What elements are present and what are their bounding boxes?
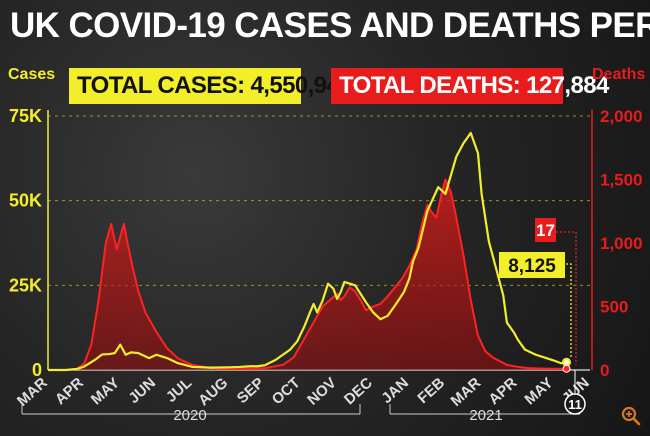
y-right-tick-label: 0 [600,361,609,380]
year-label-2020: 2020 [173,407,206,424]
deaths-axis-title: Deaths [592,66,646,83]
x-tick-label: JUL [163,374,195,406]
total-cases-badge: TOTAL CASES: 4,550,944 [69,68,353,104]
y-right-tick-label: 500 [600,298,628,317]
x-tick-label: MAY [88,374,123,408]
cases-callout-leader [566,263,572,359]
year-label-2021: 2021 [469,407,502,424]
x-tick-label: APR [52,374,87,408]
cases-callout-box [499,252,565,278]
x-tick-label: SEP [234,374,268,407]
deaths-callout-label: 17 [536,221,555,240]
y-right-tick-label: 1,000 [600,234,643,253]
x-tick-label: APR [485,374,520,408]
y-left-tick-label: 50K [9,191,42,211]
cases-callout-label: 8,125 [508,256,556,277]
zoom-icon[interactable] [620,405,642,427]
x-tick-label: JAN [378,374,412,407]
x-tick-label: NOV [304,374,340,408]
y-left-tick-label: 0 [32,360,42,380]
cases-end-marker [562,357,572,367]
x-tick-label: FEB [414,374,448,407]
total-deaths-badge: TOTAL DEATHS: 127,884 [331,68,609,104]
deaths-line [48,178,567,371]
day-marker-label: 11 [568,397,582,412]
deaths-callout-box [535,218,556,242]
deaths-area [48,179,567,370]
x-tick-label: MAR [14,374,51,410]
y-right-tick-label: 2,000 [600,107,643,126]
x-tick-label: OCT [269,374,304,408]
y-right-tick-label: 1,500 [600,171,643,190]
x-tick-label: AUG [195,374,231,409]
x-tick-label: DEC [341,374,376,408]
deaths-end-marker [562,364,571,373]
y-left-tick-label: 75K [9,106,42,126]
cases-line [48,131,567,372]
chart-title: UK COVID-19 CASES AND DEATHS PER DAY [10,6,650,45]
deaths-callout-leader [556,231,577,365]
cases-axis-title: Cases [8,66,56,83]
x-tick-label: JUN [125,374,159,407]
x-tick-label: MAR [448,374,485,410]
day-marker-circle [564,393,586,415]
y-left-tick-label: 25K [9,275,42,295]
x-tick-label: MAY [521,374,556,408]
